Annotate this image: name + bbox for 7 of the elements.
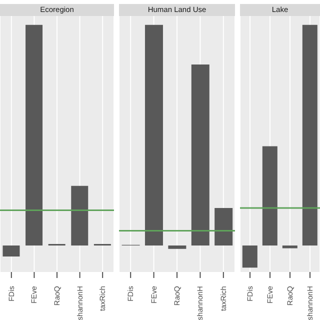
- bar: [214, 208, 233, 246]
- bar: [168, 246, 186, 249]
- bar: [71, 186, 88, 246]
- bar: [144, 24, 163, 246]
- bar: [26, 24, 43, 246]
- bar: [2, 246, 20, 257]
- bar: [191, 64, 210, 246]
